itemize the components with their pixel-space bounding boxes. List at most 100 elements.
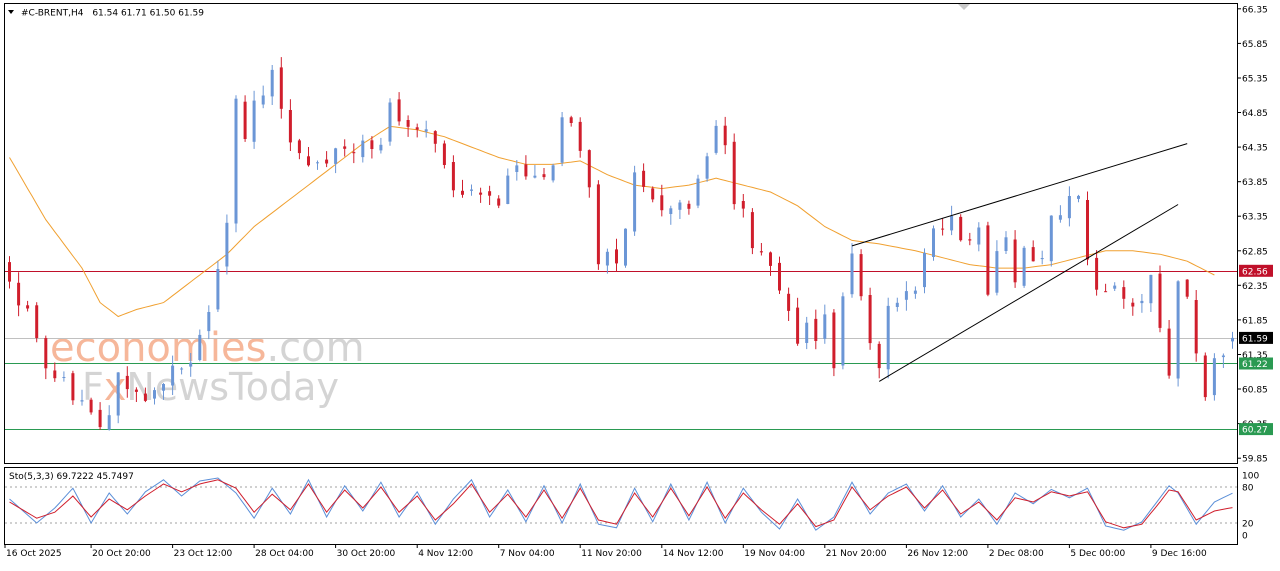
candle-body — [26, 305, 30, 309]
candle-body — [1095, 257, 1099, 290]
candle-body — [1149, 274, 1153, 304]
candle-body — [297, 140, 301, 154]
candle-body — [442, 143, 446, 165]
x-tick-label: 23 Oct 12:00 — [174, 549, 233, 559]
candle-body — [995, 251, 999, 293]
candle-body — [841, 296, 845, 366]
header-symbol: #C-BRENT,H4 — [21, 9, 84, 19]
candle-body — [759, 251, 763, 253]
candle-body — [433, 131, 437, 144]
candle-body — [560, 117, 564, 163]
candle-body — [1158, 273, 1162, 328]
candle-body — [98, 409, 102, 428]
candle-body — [1194, 300, 1198, 354]
candle-body — [279, 67, 283, 109]
candle-body — [977, 227, 981, 245]
candle-body — [886, 305, 890, 370]
stoch-signal-line — [9, 479, 1233, 529]
triangle-down-icon[interactable] — [8, 10, 14, 14]
chart-shift-marker-icon[interactable] — [958, 4, 970, 10]
candle-body — [134, 389, 138, 392]
candle-body — [216, 269, 220, 310]
candle-body — [968, 239, 972, 241]
candle-body — [198, 334, 202, 360]
candle-body — [524, 164, 528, 177]
candle-body — [551, 165, 555, 181]
candle-body — [1049, 215, 1053, 262]
candle-body — [805, 322, 809, 343]
candle-body — [189, 362, 193, 367]
candle-body — [80, 400, 84, 402]
candle-body — [868, 295, 872, 344]
candle-body — [904, 291, 908, 300]
x-tick-label: 26 Nov 12:00 — [907, 549, 968, 559]
candle-body — [153, 390, 156, 399]
candle-body — [696, 178, 700, 206]
candle-body — [89, 399, 93, 413]
candle-body — [1104, 291, 1108, 293]
candle-body — [1140, 300, 1144, 304]
candle-body — [1077, 195, 1080, 199]
candle-body — [53, 370, 57, 379]
candle-body — [615, 249, 618, 264]
candle-body — [1031, 247, 1035, 262]
header-ohlc: 61.54 61.71 61.50 61.59 — [92, 9, 204, 19]
candle-body — [352, 152, 356, 154]
candle-body — [1040, 258, 1044, 260]
candle-body — [750, 212, 754, 249]
candle-body — [769, 252, 772, 266]
rising-wedge[interactable] — [851, 143, 1188, 382]
x-tick-label: 21 Nov 20:00 — [826, 549, 887, 559]
candle-body — [778, 262, 781, 291]
price-badge-label: 62.56 — [1242, 267, 1268, 277]
wedge-upper-line — [851, 143, 1188, 247]
horizontal-levels — [5, 271, 1237, 430]
candle-body — [270, 69, 274, 97]
chart-header: #C-BRENT,H4 61.54 61.71 61.50 61.59 — [21, 9, 204, 19]
candle-body — [316, 162, 319, 164]
candle-body — [406, 120, 410, 127]
x-tick-label: 5 Dec 00:00 — [1070, 549, 1125, 559]
candle-body — [497, 198, 501, 206]
candle-body — [877, 343, 881, 369]
watermark-x: x — [104, 365, 127, 409]
price-badge — [1239, 331, 1273, 344]
candle-body — [913, 290, 917, 294]
candle-body — [334, 148, 338, 164]
candle-body — [252, 100, 256, 142]
candle-body — [479, 192, 483, 195]
candle-body — [787, 293, 791, 311]
candle-body — [642, 170, 646, 187]
price-badge — [1239, 357, 1273, 370]
candle-body — [587, 150, 591, 188]
candle-body — [44, 338, 48, 369]
candle-body — [207, 312, 211, 332]
candle-body — [959, 216, 963, 241]
candle-body — [397, 99, 401, 122]
x-tick-label: 7 Nov 04:00 — [500, 549, 555, 559]
candle-body — [1203, 355, 1207, 398]
candle-body — [678, 202, 682, 210]
stoch-tick-label: 80 — [1242, 484, 1254, 494]
candle-body — [832, 312, 836, 369]
candle-body — [687, 203, 691, 209]
candle-body — [651, 188, 655, 200]
wedge-lower-line — [878, 204, 1179, 382]
candle-body — [660, 195, 664, 211]
candle-body — [62, 377, 66, 378]
y-tick-label: 63.85 — [1242, 178, 1268, 188]
candle-body — [424, 129, 428, 132]
candle-body — [307, 156, 310, 166]
candle-body — [705, 156, 709, 179]
candles — [8, 57, 1234, 431]
x-tick-label: 11 Nov 20:00 — [581, 549, 642, 559]
candle-body — [1058, 215, 1062, 220]
candle-body — [814, 318, 818, 341]
watermark-rest: NewsToday — [126, 365, 339, 409]
time-axis: 16 Oct 2025 20 Oct 20:00 23 Oct 12:00 28 Oc… — [4, 544, 1207, 559]
y-tick-label: 59.85 — [1242, 455, 1268, 465]
candle-body — [723, 125, 727, 146]
x-tick-label: 19 Nov 04:00 — [744, 549, 805, 559]
